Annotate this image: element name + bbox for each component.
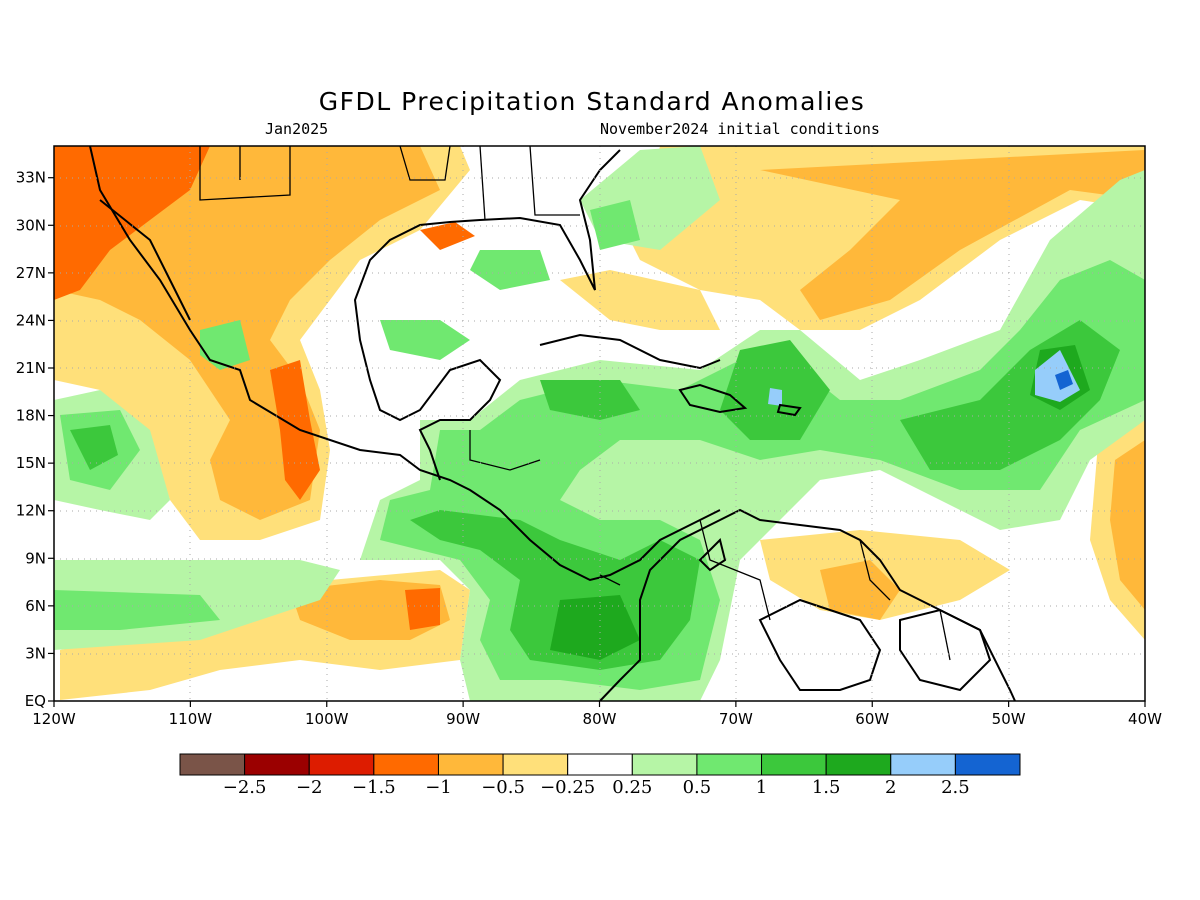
dry-anomalies xyxy=(54,146,1145,700)
y-tick-label: 24N xyxy=(16,311,46,329)
colorbar-swatch xyxy=(373,753,439,776)
y-tick-label: 6N xyxy=(25,597,46,615)
colorbar-swatch xyxy=(954,753,1021,776)
y-tick-label: 33N xyxy=(16,169,46,187)
colorbar-swatch xyxy=(179,753,246,776)
y-tick-label: 3N xyxy=(25,644,46,662)
wet-anomalies xyxy=(54,146,1145,701)
y-tick-label: 12N xyxy=(16,502,46,520)
x-tick-label: 70W xyxy=(719,710,753,728)
colorbar-swatch xyxy=(761,753,827,776)
colorbar-swatch xyxy=(244,753,310,776)
colorbar-label: 1 xyxy=(756,777,767,798)
colorbar-label: 2.5 xyxy=(941,777,970,798)
x-tick-label: 40W xyxy=(1128,710,1162,728)
y-axis: EQ 3N 6N 9N 12N 15N 18N 21N 24N 27N 30N 33N xyxy=(16,169,54,710)
colorbar-label: −0.5 xyxy=(481,777,525,798)
colorbar-label: 1.5 xyxy=(812,777,841,798)
y-tick-label: EQ xyxy=(25,692,46,710)
y-tick-label: 30N xyxy=(16,216,46,234)
political-borders xyxy=(199,146,951,661)
colorbar-label: −2.5 xyxy=(223,777,267,798)
colorbar-label: −1 xyxy=(425,777,452,798)
colorbar-swatch xyxy=(437,753,504,776)
colorbar-label: −0.25 xyxy=(540,777,595,798)
colorbar-label: −2 xyxy=(296,777,323,798)
y-tick-label: 27N xyxy=(16,264,46,282)
colorbar-label: −1.5 xyxy=(352,777,396,798)
y-tick-label: 18N xyxy=(16,407,46,425)
valid-month: Jan2025 xyxy=(265,120,328,138)
x-tick-label: 80W xyxy=(583,710,617,728)
colorbar: −2.5 −2 −1.5 −1 −0.5 −0.25 0.25 0.5 1 1.5 2 2.5 xyxy=(179,753,1021,798)
map-field xyxy=(54,146,1145,701)
y-tick-label: 21N xyxy=(16,359,46,377)
map-title: GFDL Precipitation Standard Anomalies xyxy=(319,87,865,116)
colorbar-swatch xyxy=(696,753,763,776)
coastlines xyxy=(89,146,1016,701)
x-tick-label: 120W xyxy=(32,710,76,728)
colorbar-swatch xyxy=(308,753,375,776)
colorbar-swatch xyxy=(502,753,569,776)
colorbar-swatch xyxy=(825,753,892,776)
init-conditions: November2024 initial conditions xyxy=(600,120,880,138)
colorbar-swatch xyxy=(567,753,633,776)
x-tick-label: 60W xyxy=(855,710,889,728)
x-tick-label: 50W xyxy=(992,710,1026,728)
x-axis: 120W 110W 100W 90W 80W 70W 60W 50W 40W xyxy=(32,701,1162,728)
y-tick-label: 15N xyxy=(16,454,46,472)
colorbar-label: 0.5 xyxy=(683,777,712,798)
colorbar-swatch xyxy=(890,753,956,776)
colorbar-swatch xyxy=(631,753,698,776)
x-tick-label: 110W xyxy=(169,710,213,728)
colorbar-label: 2 xyxy=(885,777,896,798)
x-tick-label: 90W xyxy=(446,710,480,728)
y-tick-label: 9N xyxy=(25,549,46,567)
graticule xyxy=(54,146,1145,701)
colorbar-label: 0.25 xyxy=(612,777,652,798)
x-tick-label: 100W xyxy=(305,710,349,728)
